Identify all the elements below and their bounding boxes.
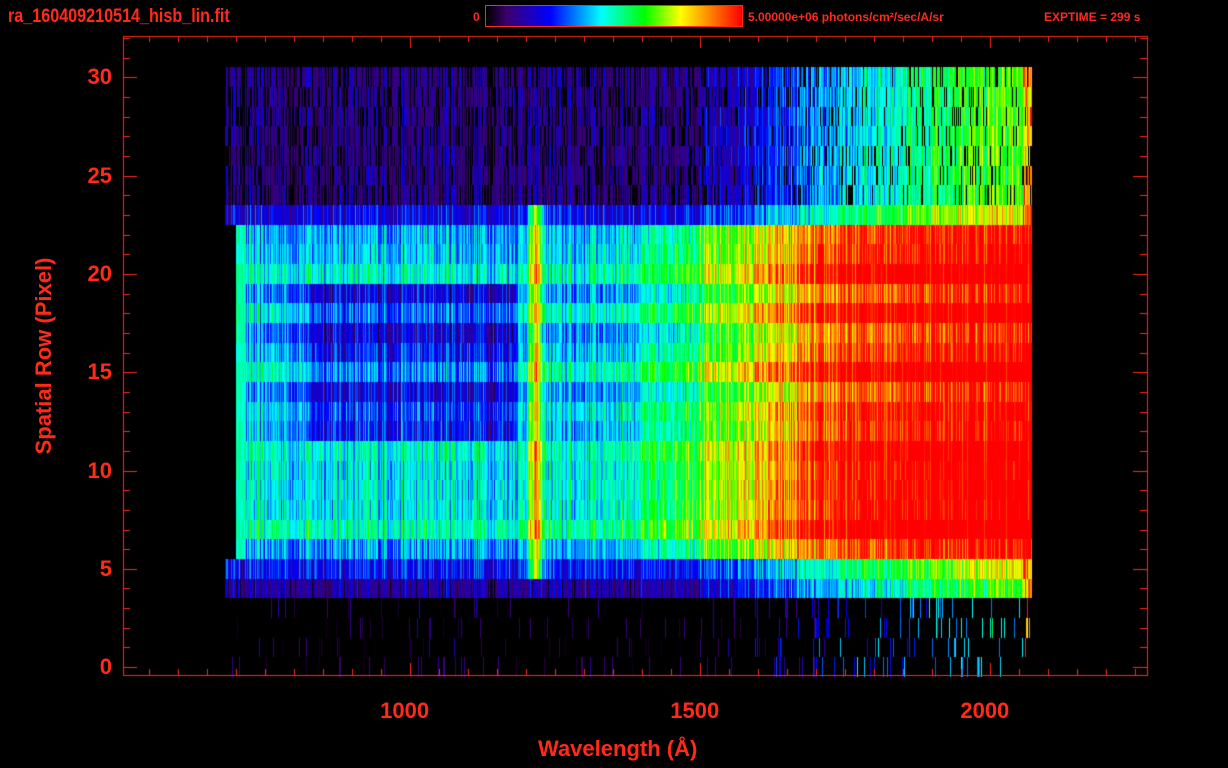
x-axis-label: Wavelength (Å) — [538, 736, 698, 761]
colorbar-max-label: 5.00000e+06 photons/cm²/sec/A/sr — [748, 10, 944, 24]
y-tick-label: 5 — [99, 555, 112, 581]
x-tick-label: 1000 — [380, 698, 430, 723]
y-tick-label: 25 — [87, 162, 112, 188]
x-tick-label: 1500 — [670, 698, 720, 723]
y-tick-label: 10 — [87, 457, 112, 483]
exptime-label: EXPTIME = 299 s — [1044, 10, 1141, 24]
y-tick-label: 15 — [87, 359, 112, 385]
y-tick-label: 30 — [87, 64, 112, 90]
y-tick-label: 20 — [87, 260, 112, 286]
spectral-image — [0, 30, 1228, 768]
y-tick-label: 0 — [99, 654, 112, 680]
colorbar-min-label: 0 — [473, 10, 480, 24]
x-tick-label: 2000 — [960, 698, 1010, 723]
colorbar — [485, 5, 743, 27]
y-axis-label: Spatial Row (Pixel) — [31, 257, 56, 455]
file-title: ra_160409210514_hisb_lin.fit — [8, 6, 230, 27]
